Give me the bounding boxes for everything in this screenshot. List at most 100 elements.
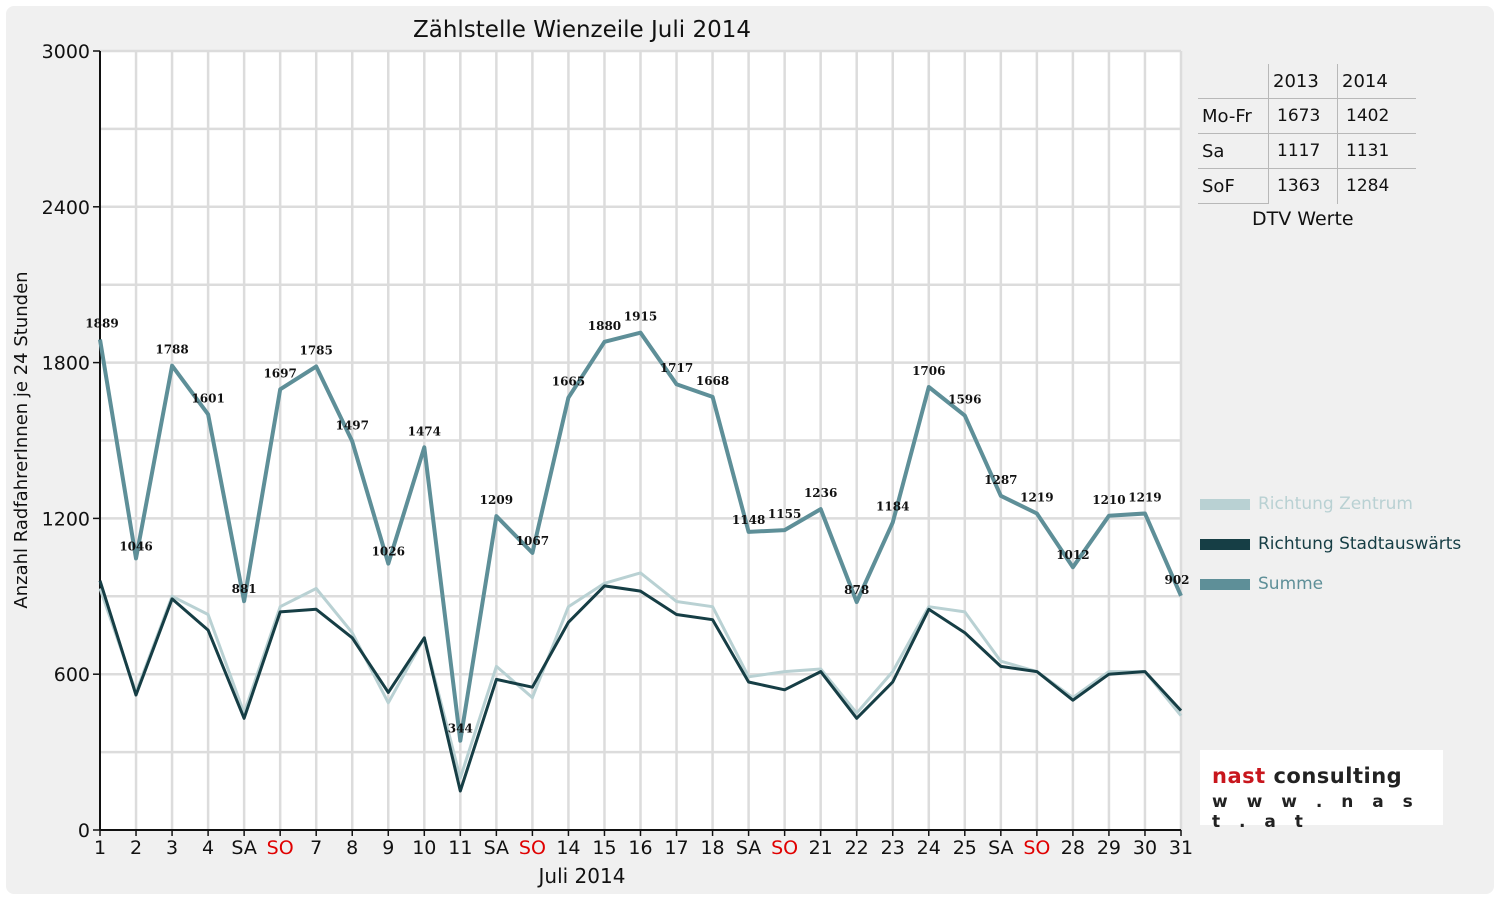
dtv-caption: DTV Werte	[1252, 208, 1354, 230]
x-tick-label: 16	[628, 837, 652, 859]
data-label: 1880	[588, 319, 621, 333]
y-tick-label: 0	[78, 820, 90, 842]
data-label: 878	[844, 583, 869, 597]
series-lines	[98, 330, 1183, 793]
x-tick-label: 1	[94, 837, 106, 859]
series-line-richtung-zentrum	[98, 571, 1183, 780]
data-label: 1067	[516, 534, 549, 548]
legend-swatch	[1200, 538, 1250, 550]
data-label: 902	[1164, 573, 1189, 587]
legend-item-zentrum: Richtung Zentrum	[1200, 493, 1413, 515]
data-label: 1788	[155, 343, 188, 357]
data-label: 1209	[480, 493, 513, 507]
y-axis-label: Anzahl RadfahrerInnen je 24 Stunden	[11, 271, 32, 608]
x-tick-label: 4	[202, 837, 214, 859]
x-tick-label: SO	[1023, 837, 1050, 859]
dtv-header-empty	[1198, 64, 1269, 99]
series-line-richtung-stadtausw-rts	[98, 580, 1183, 793]
x-tick-label: 14	[556, 837, 580, 859]
legend-label: Richtung Stadtauswärts	[1258, 534, 1462, 554]
data-label: 1665	[552, 375, 585, 389]
x-tick-label: 22	[845, 837, 869, 859]
y-tick-label: 1800	[42, 353, 90, 375]
data-label: 1717	[660, 361, 693, 375]
x-tick-label: 7	[310, 837, 322, 859]
x-tick-label: 18	[700, 837, 724, 859]
y-tick-label: 600	[54, 664, 90, 686]
y-tick-label: 3000	[42, 41, 90, 63]
dtv-value-2013: 1673	[1268, 98, 1338, 134]
dtv-row-sof: SoF 1363 1284	[1198, 168, 1416, 204]
data-label: 1596	[948, 393, 981, 407]
data-label: 1497	[336, 418, 369, 432]
x-tick-label: SO	[267, 837, 294, 859]
dtv-row-label: SoF	[1198, 168, 1269, 204]
dtv-row-label: Sa	[1198, 133, 1269, 169]
chart-title: Zählstelle Wienzeile Juli 2014	[413, 17, 751, 43]
data-label: 1287	[984, 473, 1017, 487]
data-label: 1236	[804, 486, 837, 500]
dtv-table-header: 2013 2014	[1198, 64, 1416, 99]
dtv-value-2014: 1131	[1337, 133, 1416, 169]
x-tick-label: SA	[231, 837, 256, 859]
data-label: 1219	[1020, 490, 1053, 504]
dtv-header-2014: 2014	[1337, 64, 1416, 99]
dtv-table: 2013 2014 Mo-Fr 1673 1402 Sa 1117 1131 S…	[1198, 64, 1416, 204]
x-tick-label: SA	[484, 837, 509, 859]
x-tick-label: SA	[736, 837, 761, 859]
x-tick-label: 24	[917, 837, 941, 859]
x-tick-label: 11	[448, 837, 472, 859]
data-label: 344	[448, 722, 473, 736]
dtv-value-2013: 1117	[1268, 133, 1338, 169]
legend-item-summe: Summe	[1200, 573, 1323, 595]
dtv-row-label: Mo-Fr	[1198, 98, 1269, 134]
x-tick-label: 31	[1169, 837, 1193, 859]
legend-item-stadtauswaerts: Richtung Stadtauswärts	[1200, 533, 1461, 555]
x-axis-label: Juli 2014	[537, 864, 626, 888]
logo-name: nast consulting	[1212, 764, 1402, 788]
x-tick-label: 28	[1061, 837, 1085, 859]
x-tick-label: 9	[382, 837, 394, 859]
legend-swatch	[1200, 498, 1250, 510]
x-tick-label: 17	[664, 837, 688, 859]
x-tick-label: SO	[519, 837, 546, 859]
x-tick-label: 21	[809, 837, 833, 859]
x-tick-label: 15	[592, 837, 616, 859]
data-label: 1210	[1092, 493, 1125, 507]
x-tick-label: 23	[881, 837, 905, 859]
dtv-header-2013: 2013	[1268, 64, 1338, 99]
x-tick-label: SA	[988, 837, 1013, 859]
legend-label: Richtung Zentrum	[1258, 494, 1413, 514]
data-label: 881	[232, 582, 257, 596]
dtv-value-2013: 1363	[1268, 168, 1338, 204]
x-tick-label: 25	[953, 837, 977, 859]
data-label: 1012	[1056, 548, 1089, 562]
data-label: 1706	[912, 364, 945, 378]
series-line-summe	[98, 330, 1183, 743]
dtv-row-mofr: Mo-Fr 1673 1402	[1198, 98, 1416, 134]
dtv-value-2014: 1402	[1337, 98, 1416, 134]
nast-consulting-logo: nast consulting w w w . n a s t . a t	[1200, 750, 1443, 832]
dtv-row-sa: Sa 1117 1131	[1198, 133, 1416, 169]
data-label: 1785	[299, 343, 332, 357]
data-label: 1915	[624, 310, 657, 324]
data-label: 1668	[696, 374, 729, 388]
logo-name-rest: consulting	[1265, 764, 1403, 788]
x-tick-label: 30	[1133, 837, 1157, 859]
grid-lines	[100, 49, 1183, 830]
data-label: 1474	[408, 424, 441, 438]
x-tick-label: 29	[1097, 837, 1121, 859]
dtv-value-2014: 1284	[1337, 168, 1416, 204]
x-tick-label: 3	[166, 837, 178, 859]
data-label: 1148	[732, 513, 765, 527]
x-tick-label: 8	[346, 837, 358, 859]
data-label: 1219	[1128, 490, 1161, 504]
y-tick-label: 1200	[42, 508, 90, 530]
data-label: 1184	[876, 500, 909, 514]
data-label: 1155	[768, 507, 801, 521]
x-tick-label: 10	[412, 837, 436, 859]
x-tick-label: SO	[771, 837, 798, 859]
data-label: 1889	[85, 316, 118, 330]
